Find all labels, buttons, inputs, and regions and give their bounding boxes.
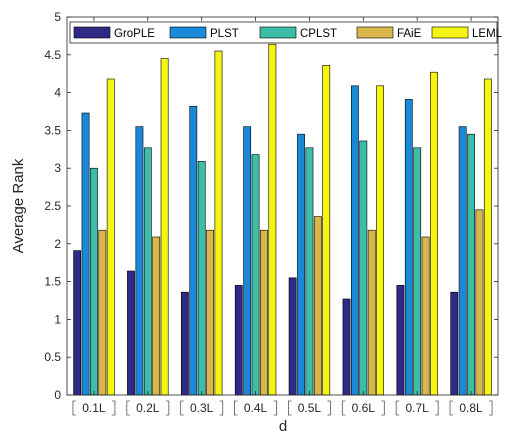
bar-leml-0p3l [214,50,223,396]
x-tick-label: 0.4L [244,401,268,415]
legend-label-plst: PLST [210,28,239,40]
legend-label-grople: GroPLE [114,28,155,40]
bar-leml-0p6l [376,85,385,396]
legend-swatch-grople [73,26,111,39]
x-tick-bracket-right [219,400,224,416]
bar-cplst-0p1l [90,167,98,396]
bar-plst-0p6l [351,85,359,396]
x-tick-bracket-left [234,400,238,416]
legend-swatch-plst [169,26,207,39]
bar-grople-0p3l [180,291,189,396]
bar-leml-0p5l [322,65,331,396]
x-tick-label: 0.7L [406,401,430,415]
bar-leml-0p2l [160,58,169,396]
bar-plst-0p1l [81,112,90,396]
y-tick-label: 3 [54,161,61,175]
bar-cplst-0p4l [251,154,260,396]
x-tick-label: 0.6L [352,401,376,415]
bar-cplst-0p3l [197,161,206,396]
bar-cplst-0p8l [467,133,475,396]
bar-plst-0p5l [297,133,305,396]
bar-leml-0p1l [106,78,115,396]
bar-cplst-0p2l [143,147,152,396]
x-tick-bracket-left [449,400,454,416]
x-tick-bracket-right [165,400,170,416]
y-axis-label: Average Rank [10,158,27,253]
bar-cplst-0p7l [413,147,422,396]
x-tick-bracket-right [489,400,493,416]
legend-label-leml: LEML [472,28,503,40]
x-tick-bracket-left [72,400,76,416]
y-tick-label: 1 [54,312,61,326]
bar-cplst-0p5l [305,147,314,396]
legend-swatch-faie [356,26,394,39]
bar-faie-0p5l [313,216,322,396]
x-tick-bracket-left [288,400,292,416]
x-tick-bracket-right [111,400,116,416]
bar-faie-0p3l [206,229,214,396]
x-tick-label: 0.5L [298,401,322,415]
bar-faie-0p2l [152,236,161,396]
legend-swatch-cplst [259,26,297,39]
x-axis-label: d [279,418,287,435]
x-tick-label: 0.3L [190,401,214,415]
y-tick-label: 5 [54,10,61,24]
bar-leml-0p4l [268,43,277,396]
bar-plst-0p4l [243,126,252,396]
bar-faie-0p4l [260,229,268,396]
bar-plst-0p3l [189,105,198,396]
bar-grople-0p6l [342,298,351,396]
y-tick-label: 0.5 [44,350,61,364]
x-tick-bracket-right [327,400,331,416]
x-tick-bracket-left [126,400,130,416]
plot-frame [66,16,499,396]
bar-faie-0p1l [98,229,107,396]
y-tick-label: 3.5 [44,123,61,137]
bar-plst-0p8l [458,126,467,396]
legend-label-cplst: CPLST [300,28,337,40]
bar-grople-0p4l [234,285,243,396]
x-tick-bracket-right [381,400,385,416]
x-tick-bracket-right [273,400,277,416]
legend: GroPLE PLST CPLST FAiE LEML [69,21,503,44]
x-tick-bracket-left [395,400,400,416]
y-axis-ticks: 0 0.5 1 1.5 2 2.5 3 3.5 4 4.5 5 [44,10,498,402]
bar-faie-0p7l [421,236,430,396]
bar-leml-0p8l [483,78,492,396]
bar-grople-0p2l [127,270,135,396]
y-tick-label: 4 [54,86,61,100]
legend-swatch-leml [431,26,469,39]
legend-label-faie: FAiE [397,28,422,40]
bar-grople-0p1l [73,250,82,396]
x-tick-bracket-left [341,400,346,416]
y-tick-label: 2 [54,237,61,251]
y-tick-label: 0 [54,388,61,402]
x-tick-label: 0.8L [459,401,483,415]
bar-faie-0p6l [367,229,376,396]
bar-leml-0p7l [430,71,438,396]
bar-grople-0p7l [396,285,405,396]
bar-grople-0p5l [288,277,297,396]
x-tick-label: 0.1L [82,401,106,415]
bar-plst-0p2l [135,126,144,396]
bar-plst-0p7l [404,99,413,396]
y-tick-label: 4.5 [44,48,61,62]
bar-grople-0p8l [450,291,459,396]
y-tick-label: 2.5 [44,199,61,213]
bar-faie-0p8l [475,209,484,396]
x-tick-bracket-right [435,400,439,416]
x-tick-label: 0.2L [136,401,160,415]
bar-cplst-0p6l [359,140,368,396]
x-tick-bracket-left [180,400,184,416]
x-axis-ticks: 0.1L 0.2L 0.3L 0.4L 0.5L 0.6L 0.7L 0.8L [72,17,493,416]
y-tick-label: 1.5 [44,275,61,289]
